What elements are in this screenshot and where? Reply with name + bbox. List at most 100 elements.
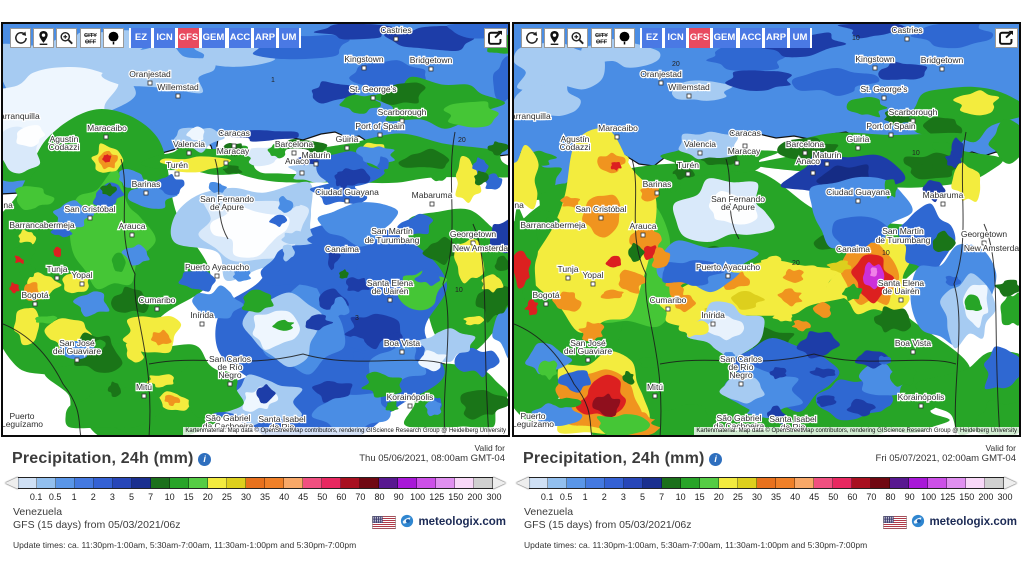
svg-text:St. George's: St. George's — [861, 84, 908, 94]
svg-text:CITY: CITY — [84, 33, 97, 39]
svg-text:Maturín: Maturín — [813, 150, 842, 160]
svg-text:Barranquilla: Barranquilla — [514, 111, 551, 121]
svg-text:Castries: Castries — [380, 25, 411, 35]
svg-text:Willemstad: Willemstad — [157, 82, 199, 92]
svg-text:Anaco: Anaco — [796, 156, 820, 166]
svg-text:San José: San José — [59, 338, 95, 348]
svg-text:San Martín: San Martín — [882, 226, 924, 236]
svg-text:Leguízamo: Leguízamo — [514, 419, 554, 429]
svg-text:Korainópolis: Korainópolis — [387, 392, 434, 402]
svg-text:Valencia: Valencia — [173, 139, 205, 149]
svg-text:Scarborough: Scarborough — [378, 107, 427, 117]
svg-text:Canaima: Canaima — [325, 244, 359, 254]
svg-text:Barinas: Barinas — [643, 179, 672, 189]
svg-text:Agustín: Agustín — [50, 134, 79, 144]
svg-text:Mabaruma: Mabaruma — [923, 190, 964, 200]
svg-text:de Río: de Río — [217, 362, 242, 372]
svg-text:Codazzi: Codazzi — [49, 142, 80, 152]
svg-text:Turén: Turén — [677, 160, 699, 170]
svg-text:20: 20 — [792, 260, 800, 267]
svg-text:Maracaibo: Maracaibo — [87, 123, 127, 133]
svg-text:Maturín: Maturín — [302, 150, 331, 160]
svg-text:Turén: Turén — [166, 160, 188, 170]
svg-text:Cartagena: Cartagena — [3, 200, 13, 210]
svg-text:Bogotá: Bogotá — [22, 290, 49, 300]
svg-text:New Amsterdam: New Amsterdam — [964, 243, 1021, 253]
svg-text:Barrancabermeja: Barrancabermeja — [520, 220, 585, 230]
svg-text:Mitú: Mitú — [647, 382, 663, 392]
svg-text:Canaima: Canaima — [836, 244, 870, 254]
svg-text:Georgetown: Georgetown — [961, 229, 1008, 239]
svg-text:Codazzi: Codazzi — [560, 142, 591, 152]
svg-text:Boa Vista: Boa Vista — [384, 338, 421, 348]
svg-text:San Cristóbal: San Cristóbal — [575, 204, 626, 214]
svg-text:San Fernando: San Fernando — [711, 194, 765, 204]
svg-text:10: 10 — [912, 150, 920, 157]
svg-text:Barinas: Barinas — [132, 179, 161, 189]
svg-text:3: 3 — [355, 315, 359, 322]
svg-text:Agustín: Agustín — [561, 134, 590, 144]
svg-text:de Uairén: de Uairén — [372, 286, 409, 296]
svg-text:San Martín: San Martín — [371, 226, 413, 236]
svg-text:Inírida: Inírida — [701, 310, 725, 320]
svg-text:Güiria: Güiria — [336, 134, 359, 144]
svg-text:Cumaribo: Cumaribo — [650, 295, 687, 305]
svg-text:Santa Elena: Santa Elena — [878, 278, 925, 288]
svg-text:Maracay: Maracay — [217, 146, 250, 156]
svg-text:Caracas: Caracas — [729, 128, 761, 138]
svg-text:1: 1 — [271, 77, 275, 84]
svg-text:de Apure: de Apure — [210, 202, 244, 212]
svg-text:Korainópolis: Korainópolis — [898, 392, 945, 402]
svg-text:Arauca: Arauca — [119, 221, 146, 231]
svg-text:Mitú: Mitú — [136, 382, 152, 392]
svg-text:Maracay: Maracay — [728, 146, 761, 156]
svg-text:Santa Elena: Santa Elena — [367, 278, 414, 288]
svg-text:San Carlos: San Carlos — [720, 354, 762, 364]
svg-text:Santa Isabel: Santa Isabel — [258, 414, 305, 424]
svg-text:Yopal: Yopal — [72, 270, 93, 280]
svg-text:20: 20 — [672, 61, 680, 68]
svg-text:Ciudad Guayana: Ciudad Guayana — [315, 187, 379, 197]
svg-text:Barcelona: Barcelona — [275, 139, 314, 149]
svg-text:Bogotá: Bogotá — [533, 290, 560, 300]
svg-text:Puerto: Puerto — [520, 411, 545, 421]
svg-text:del Guaviare: del Guaviare — [564, 346, 612, 356]
svg-text:de Uairén: de Uairén — [883, 286, 920, 296]
svg-text:San Carlos: San Carlos — [209, 354, 251, 364]
svg-text:São Gabriel: São Gabriel — [717, 413, 762, 423]
svg-text:Oranjestad: Oranjestad — [640, 69, 682, 79]
svg-text:Tunja: Tunja — [558, 264, 579, 274]
svg-text:Tunja: Tunja — [47, 264, 68, 274]
svg-text:OFF: OFF — [84, 40, 96, 46]
svg-text:Güiria: Güiria — [847, 134, 870, 144]
svg-text:Bridgetown: Bridgetown — [410, 55, 453, 65]
svg-text:Negro: Negro — [729, 370, 752, 380]
svg-text:1: 1 — [365, 55, 369, 62]
svg-text:Anaco: Anaco — [285, 156, 309, 166]
svg-text:Willemstad: Willemstad — [668, 82, 710, 92]
svg-text:Barranquilla: Barranquilla — [3, 111, 40, 121]
svg-text:20: 20 — [458, 137, 466, 144]
svg-text:del Guaviare: del Guaviare — [53, 346, 101, 356]
svg-text:Barrancabermeja: Barrancabermeja — [9, 220, 74, 230]
svg-text:10: 10 — [882, 250, 890, 257]
svg-text:Kingstown: Kingstown — [855, 54, 894, 64]
svg-text:Barcelona: Barcelona — [786, 139, 825, 149]
svg-text:San José: San José — [570, 338, 606, 348]
svg-text:Scarborough: Scarborough — [889, 107, 938, 117]
svg-text:Inírida: Inírida — [190, 310, 214, 320]
svg-text:Cartagena: Cartagena — [514, 200, 524, 210]
svg-text:de Apure: de Apure — [721, 202, 755, 212]
svg-text:St. George's: St. George's — [350, 84, 397, 94]
svg-text:10: 10 — [455, 287, 463, 294]
svg-text:New Amsterdam: New Amsterdam — [453, 243, 510, 253]
svg-text:Negro: Negro — [218, 370, 241, 380]
svg-text:Leguízamo: Leguízamo — [3, 419, 43, 429]
svg-text:10: 10 — [852, 35, 860, 42]
svg-text:Ciudad Guayana: Ciudad Guayana — [826, 187, 890, 197]
svg-text:Yopal: Yopal — [583, 270, 604, 280]
svg-text:San Fernando: San Fernando — [200, 194, 254, 204]
svg-text:Cumaribo: Cumaribo — [139, 295, 176, 305]
svg-text:Maracaibo: Maracaibo — [598, 123, 638, 133]
svg-text:San Cristóbal: San Cristóbal — [64, 204, 115, 214]
